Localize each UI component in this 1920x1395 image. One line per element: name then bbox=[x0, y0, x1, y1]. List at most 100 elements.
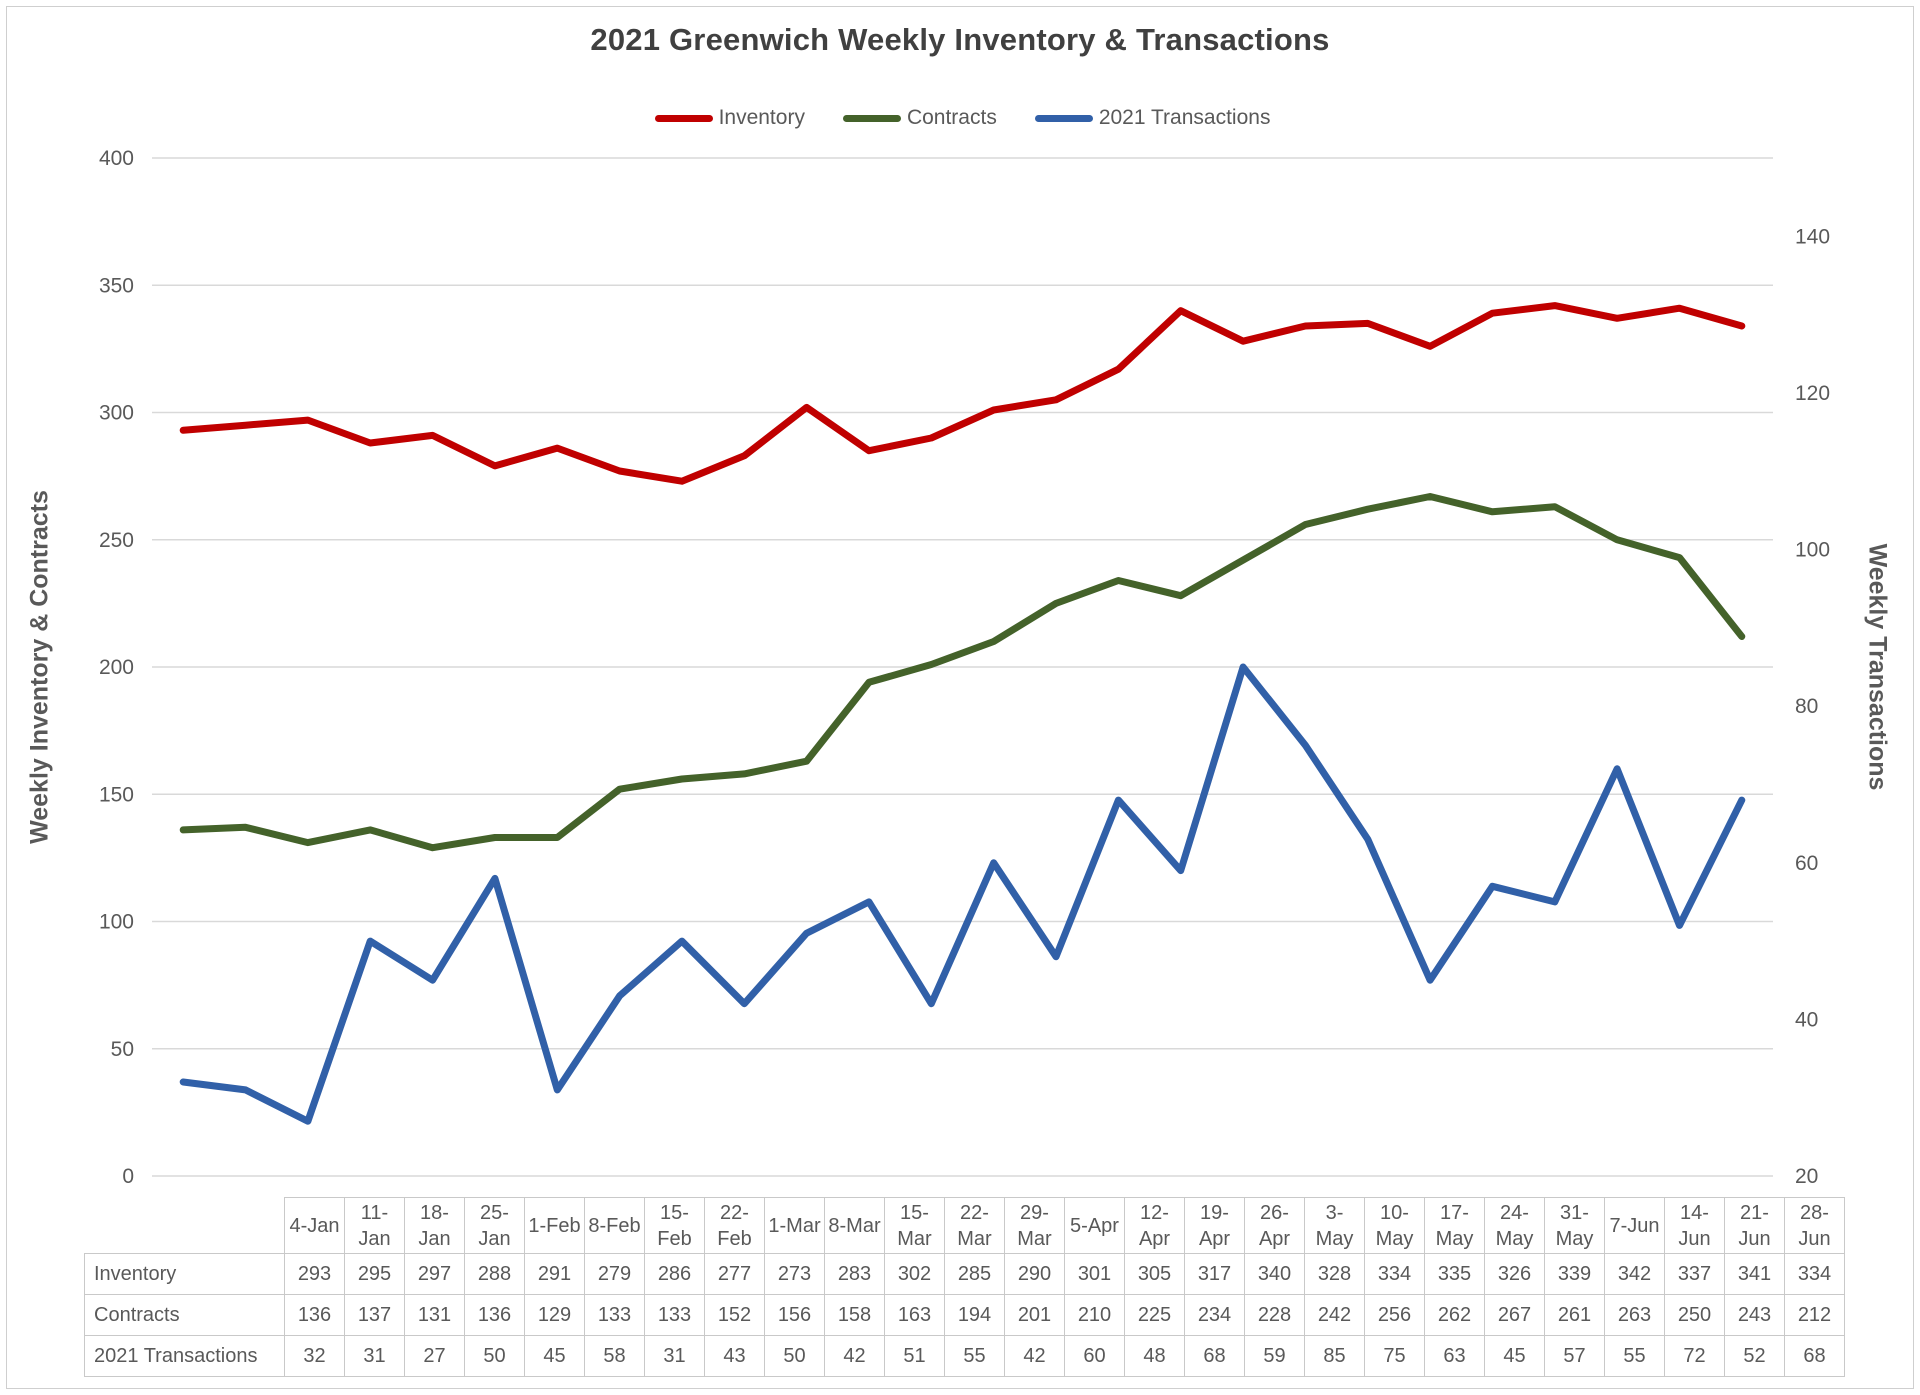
table-cell: 42 bbox=[824, 1335, 885, 1377]
table-cell: 295 bbox=[344, 1253, 405, 1295]
date-header: 3-May bbox=[1304, 1197, 1365, 1254]
table-cell: 152 bbox=[704, 1294, 765, 1336]
series-line-2021-transactions bbox=[179, 663, 1746, 1125]
date-header: 4-Jan bbox=[284, 1197, 345, 1254]
table-cell: 212 bbox=[1784, 1294, 1845, 1336]
left-axis-tick-label: 400 bbox=[99, 147, 134, 170]
data-table: 4-Jan 11-Jan 18-Jan 25-Jan 1-Feb 8-Feb 15-Feb 2… bbox=[84, 1197, 1845, 1377]
right-axis-tick-label: 60 bbox=[1795, 852, 1818, 875]
table-cell: 334 bbox=[1364, 1253, 1425, 1295]
table-cell: 334 bbox=[1784, 1253, 1845, 1295]
table-cell: 68 bbox=[1784, 1335, 1845, 1377]
left-axis-tick-label: 200 bbox=[99, 656, 134, 679]
contracts-line-swatch-icon bbox=[842, 114, 901, 122]
legend-label: Contracts bbox=[906, 106, 997, 129]
table-cell: 302 bbox=[884, 1253, 945, 1295]
legend-item-inventory: Inventory bbox=[654, 106, 805, 130]
table-cell: 57 bbox=[1544, 1335, 1605, 1377]
date-header: 15-Feb bbox=[644, 1197, 705, 1254]
table-cell: 263 bbox=[1604, 1294, 1665, 1336]
date-header: 28-Jun bbox=[1784, 1197, 1845, 1254]
date-header: 1-Mar bbox=[764, 1197, 825, 1254]
table-cell: 137 bbox=[344, 1294, 405, 1336]
table-cell: 50 bbox=[464, 1335, 525, 1377]
row-label: Contracts bbox=[84, 1294, 285, 1336]
table-row: 2021 Transactions 32 31 27 50 45 58 31 43 50 42 51 5… bbox=[84, 1335, 1845, 1377]
legend-label: Inventory bbox=[718, 106, 805, 129]
series-line-contracts bbox=[179, 493, 1746, 852]
table-cell: 45 bbox=[524, 1335, 585, 1377]
left-axis-tick-label: 350 bbox=[99, 274, 134, 297]
date-header: 14-Jun bbox=[1664, 1197, 1725, 1254]
transactions-line-swatch-icon bbox=[1034, 114, 1093, 122]
table-cell: 256 bbox=[1364, 1294, 1425, 1336]
table-cell: 290 bbox=[1004, 1253, 1065, 1295]
row-label: Inventory bbox=[84, 1253, 285, 1295]
date-header: 22-Feb bbox=[704, 1197, 765, 1254]
table-cell: 335 bbox=[1424, 1253, 1485, 1295]
table-cell: 59 bbox=[1244, 1335, 1305, 1377]
left-axis-tick-label: 50 bbox=[111, 1038, 134, 1061]
date-header: 19-Apr bbox=[1184, 1197, 1245, 1254]
left-axis-tick-label: 250 bbox=[99, 529, 134, 552]
table-cell: 301 bbox=[1064, 1253, 1125, 1295]
date-header: 7-Jun bbox=[1604, 1197, 1665, 1254]
table-cell: 31 bbox=[344, 1335, 405, 1377]
table-cell: 267 bbox=[1484, 1294, 1545, 1336]
table-cell: 262 bbox=[1424, 1294, 1485, 1336]
table-cell: 228 bbox=[1244, 1294, 1305, 1336]
table-cell: 60 bbox=[1064, 1335, 1125, 1377]
table-cell: 129 bbox=[524, 1294, 585, 1336]
date-header: 8-Mar bbox=[824, 1197, 885, 1254]
date-header: 5-Apr bbox=[1064, 1197, 1125, 1254]
table-cell: 317 bbox=[1184, 1253, 1245, 1295]
table-cell: 341 bbox=[1724, 1253, 1785, 1295]
date-header: 8-Feb bbox=[584, 1197, 645, 1254]
table-cell: 337 bbox=[1664, 1253, 1725, 1295]
chart-title: 2021 Greenwich Weekly Inventory & Transa… bbox=[590, 22, 1330, 57]
table-cell: 279 bbox=[584, 1253, 645, 1295]
legend-item-transactions: 2021 Transactions bbox=[1034, 106, 1271, 130]
table-cell: 201 bbox=[1004, 1294, 1065, 1336]
table-cell: 85 bbox=[1304, 1335, 1365, 1377]
table-cell: 285 bbox=[944, 1253, 1005, 1295]
legend-label: 2021 Transactions bbox=[1098, 106, 1271, 129]
table-cell: 31 bbox=[644, 1335, 705, 1377]
right-axis-tick-label: 100 bbox=[1795, 539, 1830, 562]
date-header: 17-May bbox=[1424, 1197, 1485, 1254]
table-cell: 277 bbox=[704, 1253, 765, 1295]
date-header: 26-Apr bbox=[1244, 1197, 1305, 1254]
table-cell: 42 bbox=[1004, 1335, 1065, 1377]
date-header: 22-Mar bbox=[944, 1197, 1005, 1254]
table-cell: 158 bbox=[824, 1294, 885, 1336]
right-axis-tick-label: 40 bbox=[1795, 1008, 1818, 1031]
table-cell: 342 bbox=[1604, 1253, 1665, 1295]
table-cell: 133 bbox=[584, 1294, 645, 1336]
table-cell: 32 bbox=[284, 1335, 345, 1377]
table-cell: 72 bbox=[1664, 1335, 1725, 1377]
table-cell: 48 bbox=[1124, 1335, 1185, 1377]
table-cell: 50 bbox=[764, 1335, 825, 1377]
date-header: 18-Jan bbox=[404, 1197, 465, 1254]
left-axis-tick-label: 100 bbox=[99, 911, 134, 934]
date-header: 11-Jan bbox=[344, 1197, 405, 1254]
table-cell: 163 bbox=[884, 1294, 945, 1336]
table-cell: 63 bbox=[1424, 1335, 1485, 1377]
table-cell: 288 bbox=[464, 1253, 525, 1295]
table-cell: 326 bbox=[1484, 1253, 1545, 1295]
date-header: 25-Jan bbox=[464, 1197, 525, 1254]
date-header: 29-Mar bbox=[1004, 1197, 1065, 1254]
table-cell: 243 bbox=[1724, 1294, 1785, 1336]
table-header-row: 4-Jan 11-Jan 18-Jan 25-Jan 1-Feb 8-Feb 15-Feb 2… bbox=[84, 1197, 1845, 1254]
right-axis-tick-label: 20 bbox=[1795, 1165, 1818, 1188]
table-cell: 297 bbox=[404, 1253, 465, 1295]
table-cell: 27 bbox=[404, 1335, 465, 1377]
date-header: 21-Jun bbox=[1724, 1197, 1785, 1254]
date-header: 1-Feb bbox=[524, 1197, 585, 1254]
table-cell: 261 bbox=[1544, 1294, 1605, 1336]
table-cell: 339 bbox=[1544, 1253, 1605, 1295]
legend: Inventory Contracts 2021 Transactions bbox=[152, 106, 1773, 130]
table-cell: 328 bbox=[1304, 1253, 1365, 1295]
left-axis-tick-label: 150 bbox=[99, 783, 134, 806]
